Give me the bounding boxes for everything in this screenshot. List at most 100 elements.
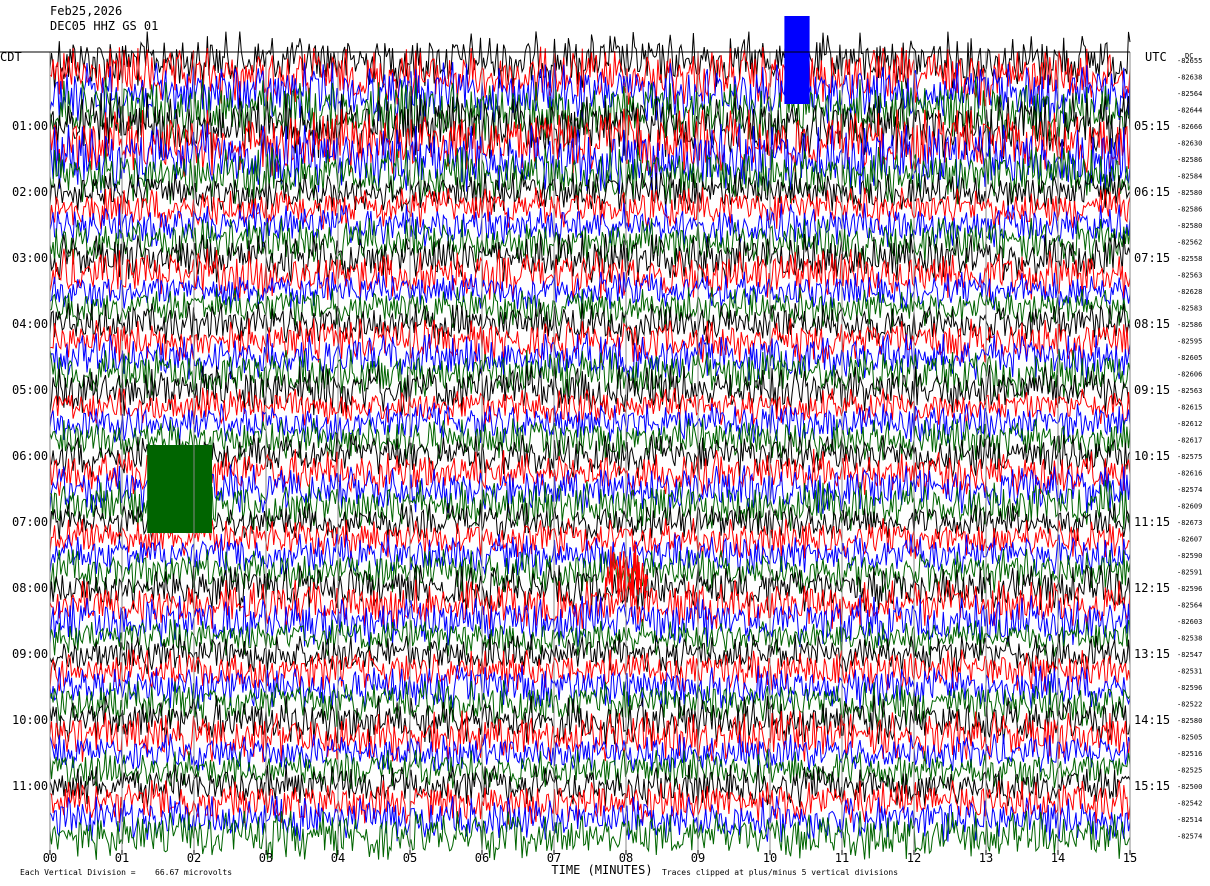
trace-line <box>49 217 1131 266</box>
x-tick-label: 06 <box>475 851 489 865</box>
x-tick-label: 08 <box>619 851 633 865</box>
trace-line <box>49 548 1131 594</box>
left-hour-label: 09:00 <box>12 647 48 661</box>
trace-line <box>49 795 1131 843</box>
dc-offset-label: -82584 <box>1177 173 1202 181</box>
division-label: Each Vertical Division = <box>20 868 136 877</box>
dc-offset-label: -82586 <box>1177 156 1202 164</box>
dc-offset-label: -82542 <box>1177 800 1202 808</box>
trace-line <box>49 92 1131 160</box>
plot-date: Feb25,2026 <box>50 4 123 18</box>
dc-offset-label: -82606 <box>1177 371 1202 379</box>
left-hour-label: 02:00 <box>12 185 48 199</box>
trace-line <box>49 780 1131 825</box>
left-hour-label: 07:00 <box>12 515 48 529</box>
trace-line <box>49 810 1131 861</box>
trace-line <box>49 108 1131 177</box>
trace-group <box>49 16 1131 861</box>
dc-offset-label: -82666 <box>1177 123 1202 131</box>
dc-offset-label: -82615 <box>1177 404 1202 412</box>
dc-offset-label: -82596 <box>1177 585 1202 593</box>
right-hour-label: 11:15 <box>1134 515 1170 529</box>
left-hour-label: 11:00 <box>12 779 48 793</box>
dc-offset-label: -82644 <box>1177 107 1202 115</box>
dc-offset-label: -82595 <box>1177 338 1202 346</box>
trace-line <box>49 187 1131 230</box>
trace-line <box>49 248 1131 301</box>
dc-offset-label: -82500 <box>1177 783 1202 791</box>
dc-offset-label: -82564 <box>1177 602 1202 610</box>
right-hour-label: 06:15 <box>1134 185 1170 199</box>
x-tick-label: 05 <box>403 851 417 865</box>
trace-line <box>49 349 1131 399</box>
right-hour-label: 09:15 <box>1134 383 1170 397</box>
dc-offset-label: -82612 <box>1177 420 1202 428</box>
dc-offset-label: -82580 <box>1177 222 1202 230</box>
trace-line <box>49 271 1131 311</box>
left-hour-label: 04:00 <box>12 317 48 331</box>
x-tick-label: 01 <box>115 851 129 865</box>
right-timezone-label: UTC <box>1145 50 1167 64</box>
trace-line <box>49 287 1131 328</box>
trace-line <box>49 171 1131 212</box>
x-tick-label: 09 <box>691 851 705 865</box>
trace-line <box>49 146 1131 205</box>
dc-offset-label: -82616 <box>1177 470 1202 478</box>
trace-line <box>49 302 1131 346</box>
dc-offset-label: -82516 <box>1177 750 1202 758</box>
trace-line <box>49 387 1131 426</box>
dc-offset-label: -82607 <box>1177 536 1202 544</box>
right-hour-label: 08:15 <box>1134 317 1170 331</box>
dc-offset-label: -82586 <box>1177 321 1202 329</box>
division-value: 66.67 microvolts <box>155 868 232 877</box>
dc-offset-label: -82563 <box>1177 387 1202 395</box>
x-tick-label: 14 <box>1051 851 1065 865</box>
trace-line <box>49 595 1131 647</box>
x-tick-label: 04 <box>331 851 345 865</box>
x-tick-label: 02 <box>187 851 201 865</box>
dc-offset-label: -82574 <box>1177 486 1202 494</box>
right-hour-label: 13:15 <box>1134 647 1170 661</box>
right-hour-label: 05:15 <box>1134 119 1170 133</box>
x-tick-label: 07 <box>547 851 561 865</box>
dc-offset-label: -82564 <box>1177 90 1202 98</box>
dc-offset-label: -82673 <box>1177 519 1202 527</box>
dc-offset-label: -82596 <box>1177 684 1202 692</box>
left-hour-label: 10:00 <box>12 713 48 727</box>
clip-note: Traces clipped at plus/minus 5 vertical … <box>662 868 898 877</box>
trace-line <box>49 633 1131 675</box>
trace-line <box>49 649 1131 692</box>
dc-offset-label: -82574 <box>1177 833 1202 841</box>
trace-line <box>49 618 1131 657</box>
left-timezone-label: CDT <box>0 50 22 64</box>
dc-offset-label: -82628 <box>1177 288 1202 296</box>
dc-offset-label: -82575 <box>1177 453 1202 461</box>
left-hour-label: 01:00 <box>12 119 48 133</box>
right-hour-label: 15:15 <box>1134 779 1170 793</box>
trace-line <box>49 62 1131 124</box>
x-tick-label: 15 <box>1123 851 1137 865</box>
dc-offset-label: -82563 <box>1177 272 1202 280</box>
trace-line <box>49 464 1131 514</box>
dc-offset-label: -82538 <box>1177 635 1202 643</box>
dc-offset-label: -82531 <box>1177 668 1202 676</box>
left-hour-label: 05:00 <box>12 383 48 397</box>
trace-line <box>49 518 1131 559</box>
trace-line <box>49 46 1131 107</box>
dc-offset-label: -82617 <box>1177 437 1202 445</box>
dc-offset-label: -82605 <box>1177 354 1202 362</box>
dc-offset-label: -82638 <box>1177 74 1202 82</box>
dc-offset-label: -82590 <box>1177 552 1202 560</box>
dc-offset-label: -82586 <box>1177 206 1202 214</box>
right-hour-label: 10:15 <box>1134 449 1170 463</box>
trace-line <box>49 749 1131 790</box>
trace-line <box>49 77 1131 142</box>
x-tick-label: 13 <box>979 851 993 865</box>
dc-offset-label: -82514 <box>1177 816 1202 824</box>
event-burst <box>784 16 810 104</box>
right-hour-label: 07:15 <box>1134 251 1170 265</box>
trace-line <box>49 479 1131 532</box>
trace-line <box>49 695 1131 745</box>
dc-offset-label: -82609 <box>1177 503 1202 511</box>
